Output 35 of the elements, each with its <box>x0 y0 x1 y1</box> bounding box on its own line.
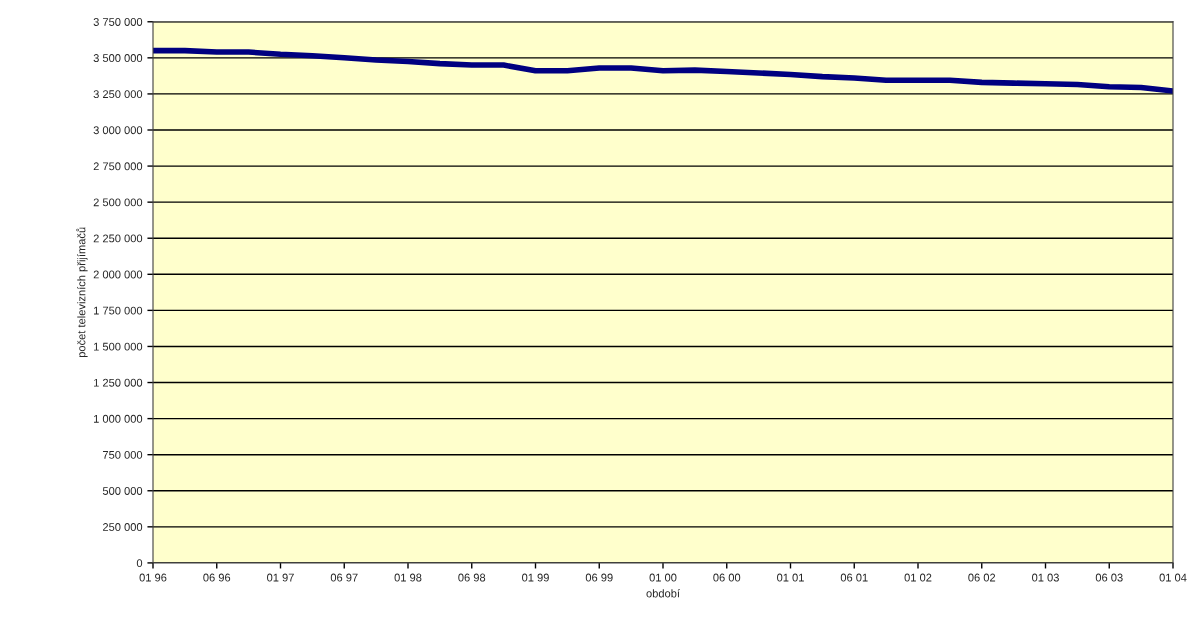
x-tick-label: 01 02 <box>904 573 932 582</box>
x-tick-label: 01 98 <box>394 573 422 582</box>
x-tick-label: 01 97 <box>267 573 294 582</box>
y-axis-title: počet televizních přijímačů <box>76 227 88 358</box>
y-tick-label: 2 500 000 <box>93 198 143 207</box>
x-axis-title: období <box>646 589 680 598</box>
y-tick-label: 1 750 000 <box>94 306 143 315</box>
x-tick-label: 01 96 <box>139 573 167 582</box>
y-tick-label: 2 000 000 <box>93 270 143 279</box>
x-tick-label: 01 00 <box>649 573 677 582</box>
x-tick-label: 01 03 <box>1032 573 1059 582</box>
x-tick-label: 06 00 <box>713 573 741 582</box>
x-tick-label: 01 01 <box>777 573 804 582</box>
x-tick-label: 06 97 <box>330 573 358 582</box>
y-tick-label: 2 750 000 <box>93 162 143 171</box>
y-tick-label: 3 500 000 <box>93 54 143 62</box>
y-tick-label: 250 000 <box>102 523 143 531</box>
x-tick-label: 06 96 <box>203 573 231 582</box>
x-tick-label: 06 99 <box>585 573 613 582</box>
x-tick-label: 01 04 <box>1159 573 1187 582</box>
y-tick-label: 2 250 000 <box>93 234 143 243</box>
y-tick-label: 0 <box>136 559 143 568</box>
x-tick-label: 06 03 <box>1095 573 1123 582</box>
y-tick-label: 1 250 000 <box>94 378 143 387</box>
x-tick-label: 06 02 <box>968 573 996 582</box>
y-tick-label: 3 750 000 <box>93 18 143 26</box>
x-tick-label: 06 01 <box>840 573 868 582</box>
y-tick-label: 3 250 000 <box>93 90 143 99</box>
x-tick-label: 01 99 <box>522 573 549 582</box>
y-tick-label: 3 000 000 <box>93 126 143 135</box>
y-tick-label: 750 000 <box>102 450 143 459</box>
x-tick-label: 06 98 <box>458 573 486 582</box>
y-tick-label: 1 500 000 <box>94 342 143 351</box>
y-tick-label: 500 000 <box>102 487 143 495</box>
y-tick-label: 1 000 000 <box>94 414 143 423</box>
